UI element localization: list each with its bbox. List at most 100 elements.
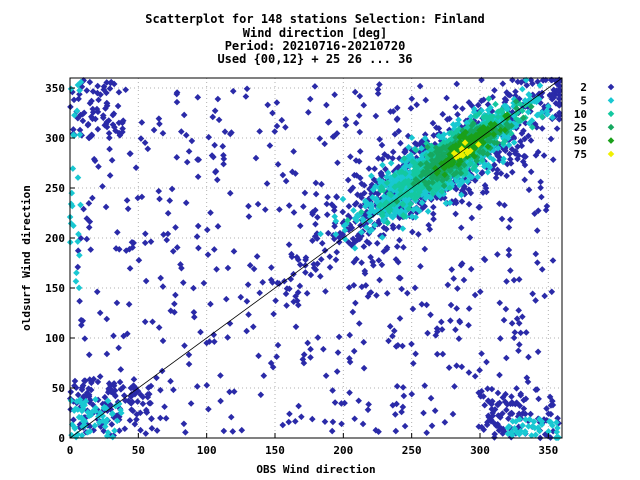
scatter-point — [278, 116, 286, 124]
scatter-point — [393, 382, 401, 390]
scatter-point — [83, 235, 91, 243]
scatter-point — [169, 247, 177, 255]
scatter-point — [497, 335, 504, 342]
scatter-point — [547, 402, 555, 409]
scatter-point — [323, 211, 331, 218]
scatter-point — [440, 159, 448, 167]
scatter-point — [397, 191, 404, 199]
scatter-point — [185, 360, 193, 368]
scatter-point — [185, 148, 193, 155]
scatter-point — [483, 188, 490, 196]
scatter-point — [347, 187, 354, 194]
scatter-point — [414, 192, 422, 200]
scatter-point — [85, 351, 93, 359]
scatter-point — [440, 182, 448, 190]
scatter-point — [466, 152, 474, 159]
scatter-point — [130, 376, 138, 383]
scatter-point — [349, 235, 357, 243]
scatter-point — [343, 220, 350, 228]
scatter-point — [467, 159, 474, 167]
scatter-point — [339, 195, 347, 203]
scatter-point — [474, 173, 481, 181]
scatter-point — [139, 393, 147, 401]
scatter-point — [532, 431, 539, 439]
scatter-point — [529, 80, 536, 87]
scatter-point — [114, 102, 122, 110]
scatter-point — [110, 380, 118, 387]
scatter-point — [425, 179, 433, 186]
scatter-point — [351, 415, 358, 423]
scatter-point — [226, 388, 233, 396]
scatter-point — [415, 186, 422, 194]
scatter-point — [357, 192, 365, 199]
scatter-point — [511, 425, 518, 432]
scatter-point — [537, 99, 544, 107]
scatter-point — [491, 86, 498, 94]
scatter-point — [525, 186, 533, 194]
scatter-point — [453, 362, 460, 370]
scatter-point — [379, 155, 386, 163]
scatter-point — [487, 144, 494, 152]
scatter-point — [508, 145, 516, 153]
scatter-point — [411, 195, 419, 203]
scatter-point — [358, 232, 365, 240]
scatter-point — [389, 148, 397, 156]
scatter-point — [292, 292, 299, 300]
scatter-point — [503, 128, 510, 136]
legend-marker — [607, 83, 615, 91]
scatter-point — [454, 111, 461, 118]
scatter-point — [99, 183, 106, 190]
scatter-point — [159, 283, 167, 290]
scatter-point — [74, 391, 82, 399]
scatter-point — [509, 418, 517, 425]
scatter-point — [204, 251, 212, 258]
scatter-point — [72, 433, 80, 441]
scatter-point — [401, 191, 408, 199]
scatter-point — [384, 169, 392, 177]
scatter-point — [449, 143, 457, 151]
scatter-point — [365, 209, 373, 217]
scatter-point — [426, 146, 434, 153]
scatter-point — [347, 153, 354, 161]
scatter-point — [106, 134, 113, 142]
scatter-point — [207, 209, 214, 217]
scatter-point — [177, 261, 184, 268]
scatter-point — [400, 173, 408, 180]
scatter-point — [379, 161, 386, 169]
scatter-point — [441, 171, 449, 179]
scatter-point — [480, 96, 487, 104]
scatter-point — [526, 416, 533, 423]
scatter-point — [548, 91, 556, 98]
scatter-point — [421, 202, 428, 210]
scatter-point — [433, 350, 441, 358]
scatter-point — [461, 139, 469, 147]
scatter-point — [374, 86, 382, 93]
scatter-point — [555, 91, 563, 99]
scatter-point — [393, 243, 401, 250]
scatter-point — [525, 423, 532, 430]
scatter-point — [546, 106, 554, 114]
scatter-point — [286, 285, 293, 293]
scatter-point — [331, 91, 338, 99]
scatter-point — [213, 176, 221, 184]
scatter-point — [182, 199, 190, 207]
scatter-point — [94, 82, 102, 90]
scatter-point — [84, 429, 92, 436]
scatter-point — [450, 171, 458, 178]
scatter-point — [312, 220, 319, 228]
scatter-point — [122, 397, 129, 404]
scatter-point — [133, 411, 141, 418]
scatter-point — [141, 239, 149, 247]
scatter-point — [423, 159, 430, 167]
scatter-point — [145, 384, 152, 392]
scatter-point — [522, 119, 529, 127]
scatter-point — [408, 340, 415, 348]
scatter-point — [74, 238, 82, 245]
scatter-point — [438, 173, 446, 181]
scatter-point — [446, 115, 453, 123]
scatter-point — [113, 417, 121, 425]
scatter-point — [417, 263, 424, 270]
scatter-point — [378, 261, 386, 269]
scatter-point — [106, 85, 114, 92]
scatter-point — [89, 401, 97, 409]
